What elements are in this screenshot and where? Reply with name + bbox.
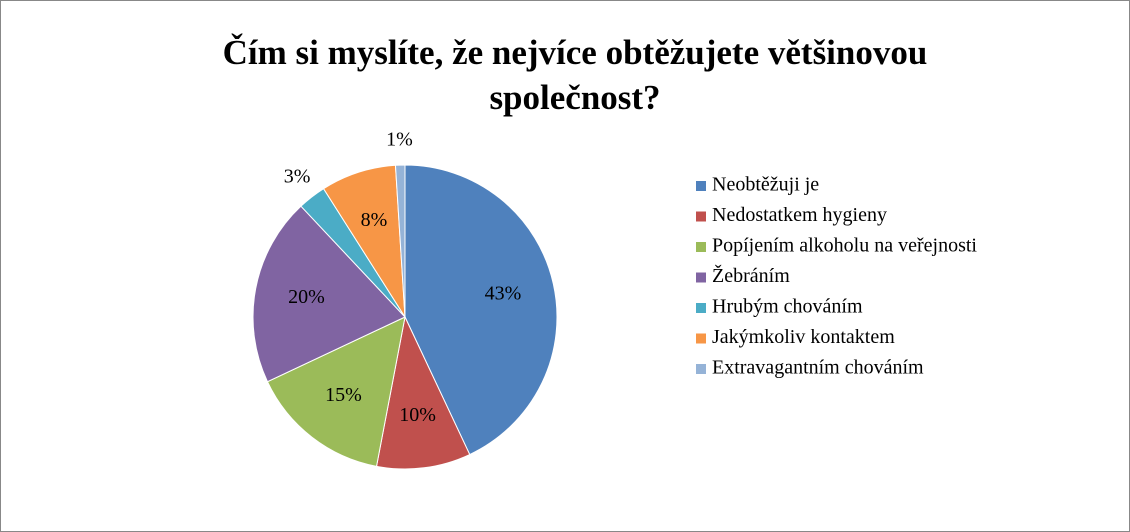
legend-label: Jakýmkoliv kontaktem: [712, 326, 895, 348]
legend-label: Nedostatkem hygieny: [712, 204, 887, 226]
legend-label: Hrubým chováním: [712, 296, 863, 318]
pie-slice: [375, 315, 471, 470]
legend-label: Popíjením alkoholu na veřejnosti: [712, 235, 977, 257]
data-label: 3%: [284, 166, 311, 188]
data-label: 8%: [361, 209, 388, 231]
legend-marker: [696, 333, 706, 344]
pie-slice: [404, 164, 558, 456]
legend-marker: [696, 242, 706, 252]
pie-slice: [394, 164, 406, 318]
legend-label: Neobtěžuji je: [712, 174, 819, 196]
legend-marker: [696, 181, 706, 191]
legend-label: Žebráním: [712, 264, 790, 287]
legend-marker: [696, 211, 706, 222]
data-label: 43%: [485, 283, 522, 305]
legend-marker: [696, 303, 706, 313]
data-label: 15%: [325, 384, 362, 406]
data-label: 10%: [399, 404, 436, 426]
legend-label: Extravagantním chováním: [712, 357, 924, 379]
legend-marker: [696, 272, 706, 283]
legend-marker: [696, 364, 706, 374]
chart-title: Čím si myslíte, že nejvíce obtěžujete vě…: [222, 33, 928, 117]
pie-slice: [252, 205, 406, 383]
data-label: 20%: [288, 286, 325, 308]
data-label: 1%: [386, 129, 413, 151]
pie-slice: [266, 316, 406, 467]
